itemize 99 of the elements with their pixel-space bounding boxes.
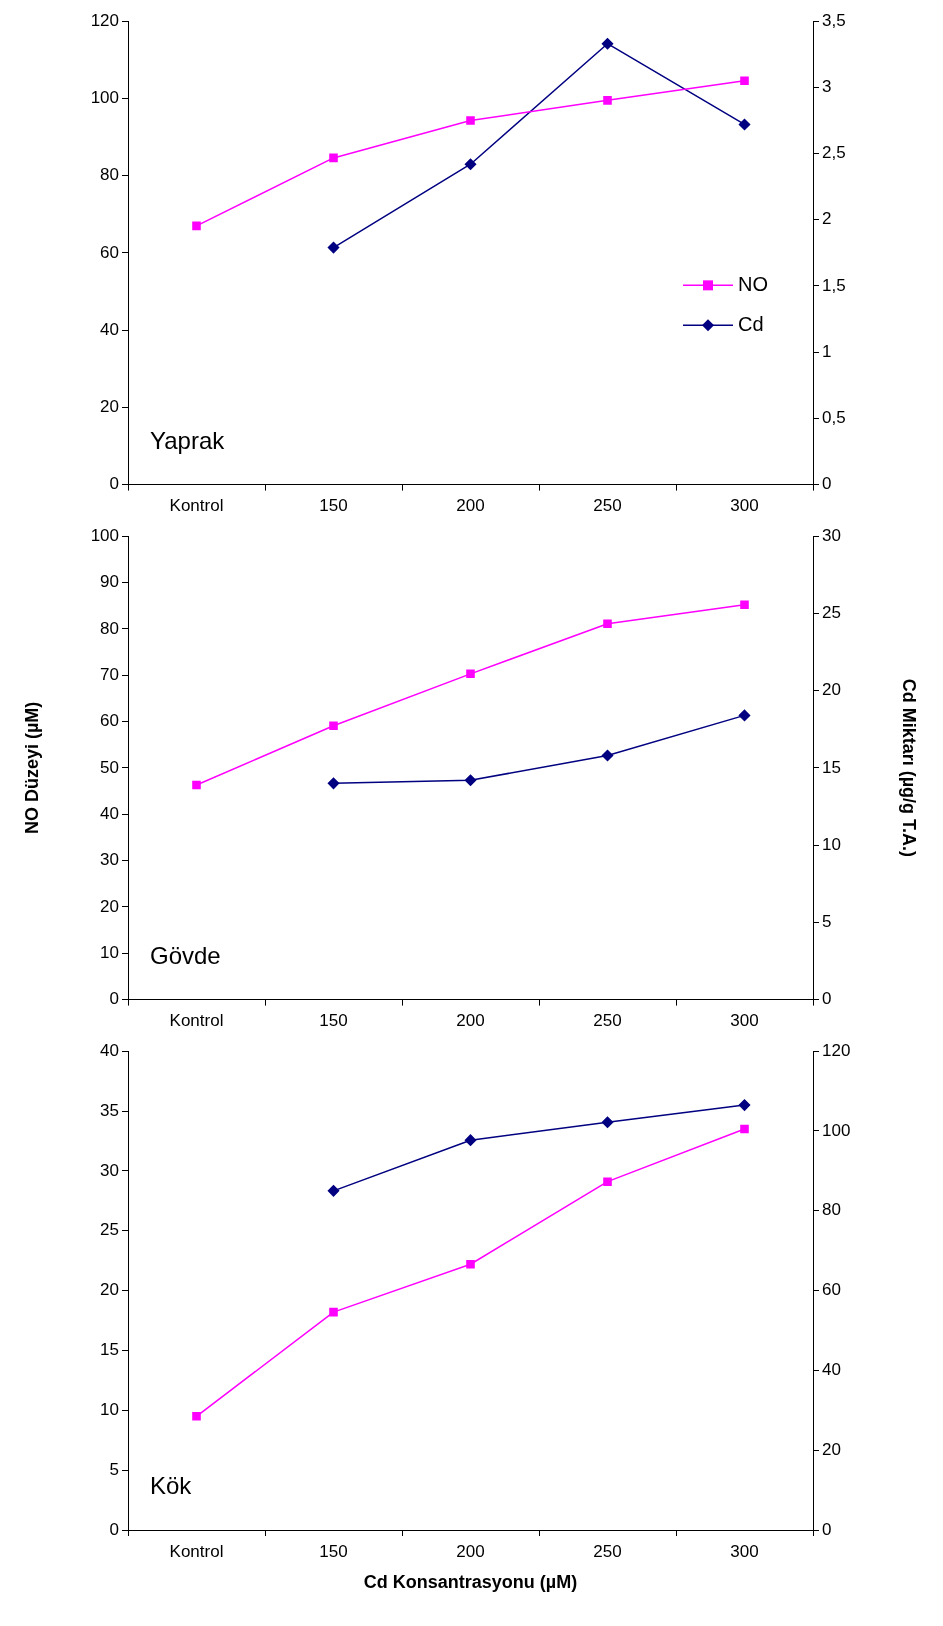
point (192, 780, 201, 790)
y2-tick-label: 0 (822, 1519, 832, 1539)
y-tick-label: 20 (100, 1280, 119, 1300)
point (740, 600, 749, 610)
point (327, 241, 340, 254)
x-tick-label: Kontrol (169, 496, 224, 516)
y2-tick-label: 20 (822, 680, 841, 700)
y2-tick-label: 10 (822, 834, 841, 854)
y-tick-label: 35 (100, 1100, 119, 1120)
point (738, 1099, 751, 1111)
point (738, 118, 751, 131)
x-tick-label: 200 (456, 1011, 485, 1031)
x-tick-label: 150 (319, 1541, 348, 1561)
x-tick-label: 250 (593, 1011, 622, 1031)
y2-tick-label: 80 (822, 1200, 841, 1220)
y2-tick-label: 120 (822, 1040, 851, 1060)
annotation: Gövde (150, 941, 221, 969)
y-tick-label: 30 (100, 1160, 119, 1180)
point (603, 96, 612, 105)
point (601, 37, 614, 50)
legend-label: NO (738, 272, 768, 295)
point (192, 1412, 201, 1421)
point (740, 1124, 749, 1134)
y2-tick-label: 3 (822, 77, 832, 97)
point (601, 1116, 614, 1128)
point (329, 153, 338, 163)
annotation: Yaprak (150, 426, 226, 454)
x-tick-label: 300 (730, 1541, 759, 1561)
point (464, 158, 477, 170)
point (603, 1177, 612, 1186)
x-tick-label: 200 (456, 1541, 485, 1561)
point (329, 1307, 338, 1317)
y-tick-label: 20 (100, 896, 119, 916)
y2-tick-label: 40 (822, 1360, 841, 1380)
y2-tick-label: 20 (822, 1439, 841, 1459)
y-axis-title: NO Düzeyi (µM) (21, 701, 42, 835)
y-tick-label: 0 (109, 989, 119, 1009)
y2-tick-label: 25 (822, 603, 841, 623)
point (327, 1185, 340, 1197)
point (192, 221, 201, 231)
y2-tick-label: 1,5 (822, 275, 846, 295)
point (466, 669, 475, 679)
point (738, 709, 751, 722)
point (601, 749, 614, 762)
annotation: Kök (150, 1472, 193, 1499)
point (464, 1134, 477, 1146)
point (740, 76, 749, 85)
y-tick-label: 25 (100, 1220, 119, 1240)
y-tick-label: 40 (100, 803, 119, 823)
y-tick-label: 50 (100, 757, 119, 777)
y-tick-label: 40 (100, 319, 119, 339)
y2-tick-label: 100 (822, 1120, 851, 1140)
y-tick-label: 40 (100, 1040, 119, 1060)
y-tick-label: 70 (100, 664, 119, 684)
y2-tick-label: 15 (822, 757, 841, 777)
y-tick-label: 100 (90, 525, 119, 545)
y-tick-label: 60 (100, 711, 119, 731)
y-tick-label: 5 (109, 1459, 119, 1479)
point (329, 721, 338, 731)
x-tick-label: Kontrol (169, 1541, 224, 1561)
point (603, 619, 612, 629)
y2-tick-label: 1 (822, 341, 832, 361)
y-tick-label: 100 (90, 88, 119, 108)
y-tick-label: 60 (100, 242, 119, 262)
x-tick-label: 300 (730, 496, 759, 516)
y-tick-label: 10 (100, 1399, 119, 1419)
point (327, 777, 340, 790)
y-tick-label: 80 (100, 165, 119, 185)
y-tick-label: 80 (100, 618, 119, 638)
y2-tick-label: 0 (822, 474, 832, 494)
y-tick-label: 120 (90, 10, 119, 30)
x-tick-label: 150 (319, 1011, 348, 1031)
y-tick-label: 20 (100, 397, 119, 417)
y2-tick-label: 0 (822, 989, 832, 1009)
x-tick-label: 200 (456, 496, 485, 516)
y-tick-label: 0 (109, 474, 119, 494)
y2-tick-label: 5 (822, 912, 832, 932)
legend-label: Cd (738, 312, 764, 335)
y-tick-label: 0 (109, 1519, 119, 1539)
x-tick-label: 150 (319, 496, 348, 516)
y-tick-label: 30 (100, 850, 119, 870)
y2-tick-label: 2 (822, 209, 832, 229)
y2-axis-title: Cd Miktarı (µg/g T.A.) (899, 678, 920, 858)
y-tick-label: 10 (100, 942, 119, 962)
x-tick-label: 250 (593, 496, 622, 516)
x-axis-title: Cd Konsantrasyonu (µM) (363, 1572, 578, 1593)
point (466, 116, 475, 125)
y-tick-label: 90 (100, 572, 119, 592)
y2-tick-label: 3,5 (822, 10, 846, 30)
x-tick-label: Kontrol (169, 1011, 224, 1031)
point (466, 1259, 475, 1269)
y2-tick-label: 30 (822, 525, 841, 545)
y2-tick-label: 60 (822, 1280, 841, 1300)
y2-tick-label: 0,5 (822, 408, 846, 428)
x-tick-label: 300 (730, 1011, 759, 1031)
y-tick-label: 15 (100, 1340, 119, 1360)
point (464, 774, 477, 787)
x-tick-label: 250 (593, 1541, 622, 1561)
y2-tick-label: 2,5 (822, 143, 846, 163)
